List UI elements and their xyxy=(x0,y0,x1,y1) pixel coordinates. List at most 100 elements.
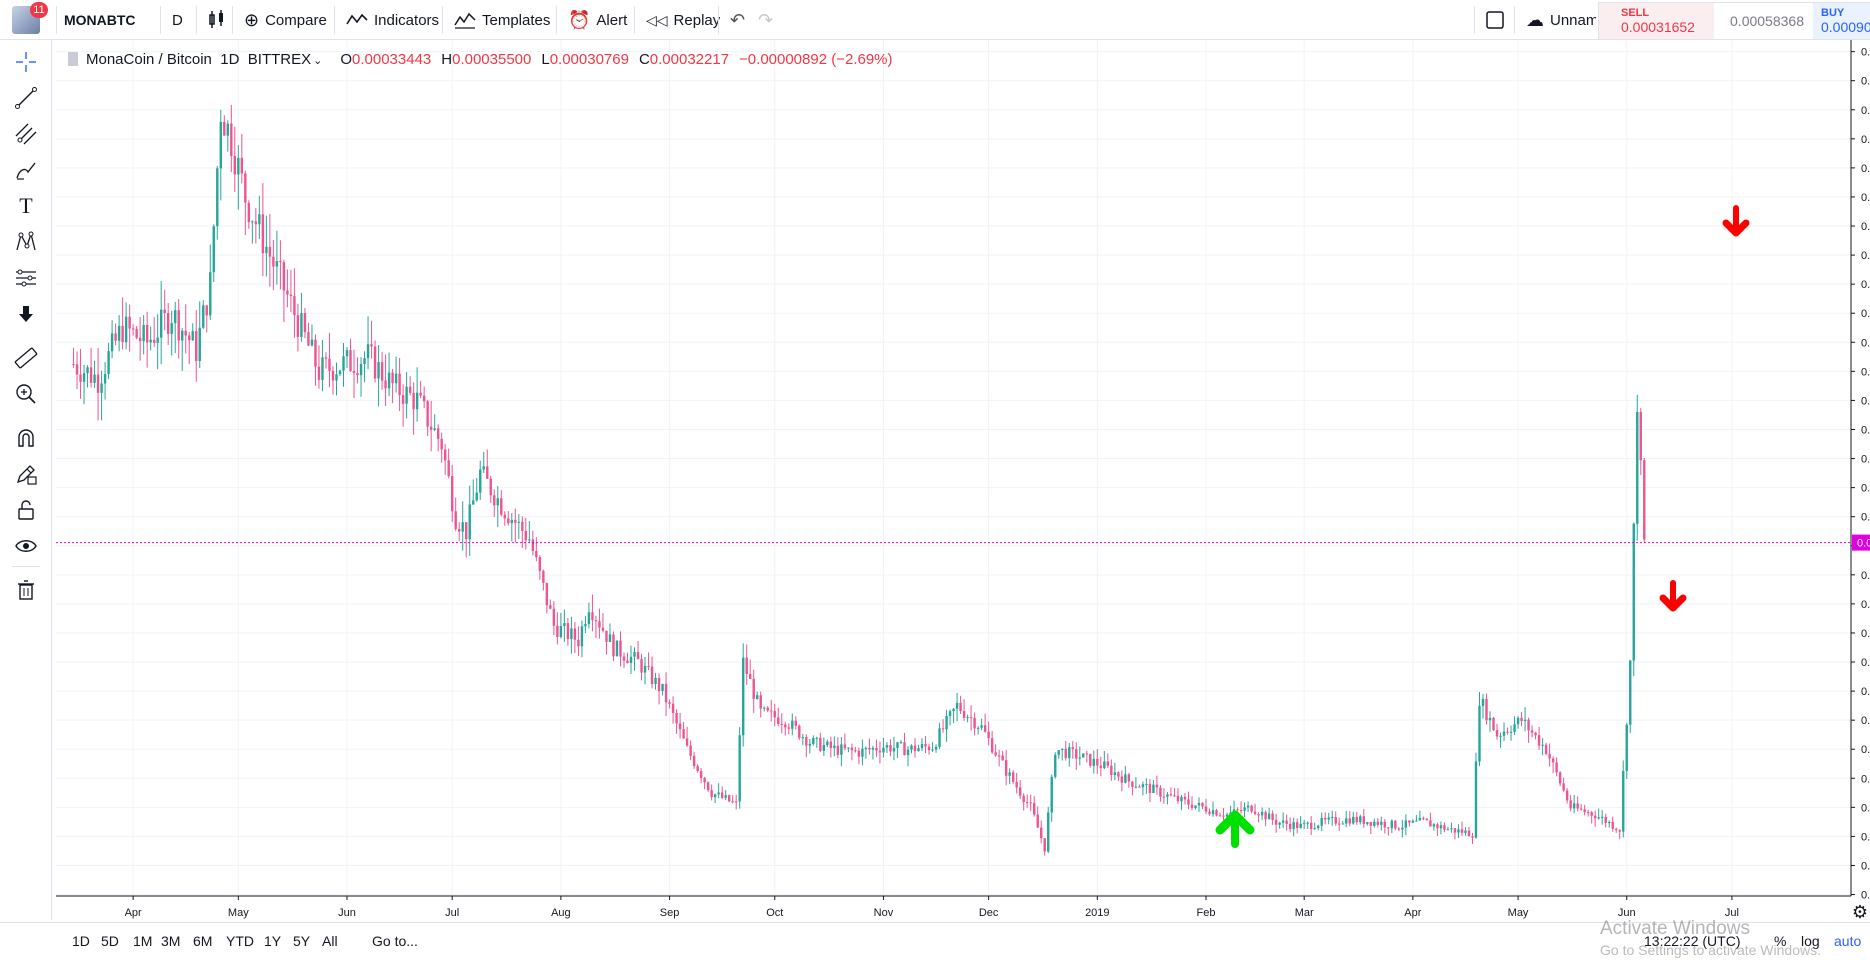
measure-tool[interactable] xyxy=(10,342,42,374)
divider xyxy=(634,6,635,34)
candle-body xyxy=(868,747,871,750)
brush-tool[interactable] xyxy=(10,154,42,186)
candle-body xyxy=(843,744,847,749)
hide-drawings-tool[interactable] xyxy=(10,530,42,562)
range-button-all[interactable]: All xyxy=(322,933,338,949)
time-axis[interactable]: Apr May Jun Jul Aug Sep Oct Nov Dec 2019 Feb Mar Apr… xyxy=(56,895,1868,922)
alert-label: Alert xyxy=(596,11,628,29)
range-button-5y[interactable]: 5Y xyxy=(293,933,311,949)
candle-body xyxy=(1302,822,1306,824)
candle-body xyxy=(496,498,499,506)
range-button-6m[interactable]: 6M xyxy=(193,933,213,949)
range-button-1m[interactable]: 1M xyxy=(133,933,153,949)
candle-body xyxy=(1218,815,1222,817)
candle-body xyxy=(500,498,503,515)
templates-icon xyxy=(454,12,476,29)
sell-button[interactable]: SELL 0.00031652 xyxy=(1599,3,1714,39)
price-tick-label: 0.00050000 xyxy=(1861,279,1870,291)
chevron-down-icon[interactable]: ⌄ xyxy=(313,54,323,67)
candle-body xyxy=(983,725,987,732)
replay-button[interactable]: ◁◁ Replay xyxy=(640,4,726,36)
drawn-arrows[interactable] xyxy=(1215,205,1750,848)
stay-in-drawing-tool[interactable] xyxy=(10,458,42,490)
compare-button[interactable]: ⊕ Compare xyxy=(238,4,333,36)
candle-body xyxy=(1583,809,1586,813)
candle-body xyxy=(1355,816,1358,823)
candle-body xyxy=(1565,790,1569,801)
candle-body xyxy=(1211,810,1215,815)
candle-body xyxy=(184,330,187,336)
candle-body xyxy=(833,745,836,749)
utc-clock[interactable]: 13:22:22 (UTC) xyxy=(1644,933,1741,949)
zoom-tool[interactable] xyxy=(10,378,42,410)
candles xyxy=(72,104,1646,856)
trendline-tool[interactable] xyxy=(10,82,42,114)
candle-body xyxy=(226,123,229,136)
divider xyxy=(196,6,197,34)
buy-button[interactable]: BUY 0.000900 xyxy=(1813,3,1870,39)
range-button-5d[interactable]: 5D xyxy=(101,933,119,949)
candle-body xyxy=(899,742,903,744)
lock-all-drawings-tool[interactable] xyxy=(10,494,42,526)
candle-body xyxy=(801,737,805,739)
templates-button[interactable]: Templates xyxy=(448,4,556,36)
range-button-1y[interactable]: 1Y xyxy=(264,933,282,949)
divider xyxy=(718,6,719,34)
candle-body xyxy=(1064,748,1067,759)
pitchfork-tool[interactable] xyxy=(10,118,42,150)
interval-button[interactable]: D xyxy=(172,11,183,29)
candle-body xyxy=(1166,794,1169,797)
candle-body xyxy=(815,737,819,739)
candle-body xyxy=(1425,818,1429,821)
candle-body xyxy=(1141,784,1145,788)
gear-icon[interactable]: ⚙ xyxy=(1852,902,1868,922)
layout-save-button[interactable]: ☁ Unname xyxy=(1520,4,1596,36)
crosshair-tool[interactable] xyxy=(10,46,42,78)
range-button-1d[interactable]: 1D xyxy=(72,933,90,949)
divider xyxy=(232,6,233,34)
symbol-search-button[interactable]: MONABTC xyxy=(64,12,136,28)
price-axis[interactable]: 0.00066000 0.00064000 0.00062000 0.00060000… xyxy=(1850,40,1870,922)
candle-body xyxy=(1376,821,1380,825)
candle-body xyxy=(1278,822,1281,825)
candle-body xyxy=(552,608,556,626)
range-button-ytd[interactable]: YTD xyxy=(226,933,254,949)
price-chart[interactable]: 0.00066000 0.00064000 0.00062000 0.00060000… xyxy=(54,40,1870,922)
candle-body xyxy=(1162,796,1166,798)
ruler-icon xyxy=(14,347,38,369)
goto-date-button[interactable]: Go to... xyxy=(372,933,418,949)
indicators-button[interactable]: Indicators xyxy=(340,4,445,36)
redo-button[interactable]: ↷ xyxy=(752,4,785,36)
chart-legend[interactable]: MonaCoin / Bitcoin 1D BITTREX ⌄ O 0.000334… xyxy=(68,48,903,70)
candle-body xyxy=(1537,735,1541,746)
time-tick-label: May xyxy=(228,907,249,919)
candle-body xyxy=(216,168,219,227)
candle-body xyxy=(545,582,549,606)
log-scale-toggle[interactable]: log xyxy=(1801,933,1820,949)
candle-body xyxy=(1625,724,1628,771)
percent-scale-toggle[interactable]: % xyxy=(1774,933,1787,949)
arrow-marker-tool[interactable] xyxy=(10,298,42,330)
forecast-tool[interactable] xyxy=(10,262,42,294)
text-tool[interactable]: T xyxy=(10,190,42,222)
alert-button[interactable]: ⏰ Alert xyxy=(562,4,633,36)
pattern-tool[interactable] xyxy=(10,226,42,258)
remove-drawings-tool[interactable] xyxy=(10,574,42,606)
candle-body xyxy=(486,466,489,479)
auto-scale-toggle[interactable]: auto xyxy=(1834,933,1862,949)
magnet-tool[interactable] xyxy=(10,422,42,454)
undo-button[interactable]: ↶ xyxy=(724,4,757,36)
candle-body xyxy=(324,357,328,359)
candle-body xyxy=(1601,816,1604,818)
candle-body xyxy=(433,428,436,430)
candle-body xyxy=(819,737,822,751)
candle-body xyxy=(573,628,577,640)
candle-body xyxy=(605,630,608,642)
legend-change: −0.00000892 (−2.69%) xyxy=(739,50,893,68)
range-button-3m[interactable]: 3M xyxy=(161,933,181,949)
drawing-toolbar: T xyxy=(0,40,52,920)
candle-body xyxy=(1446,829,1450,831)
price-tick-label: 0.00060000 xyxy=(1861,134,1870,146)
chart-style-button[interactable] xyxy=(202,4,232,36)
fullscreen-button[interactable] xyxy=(1480,4,1510,36)
